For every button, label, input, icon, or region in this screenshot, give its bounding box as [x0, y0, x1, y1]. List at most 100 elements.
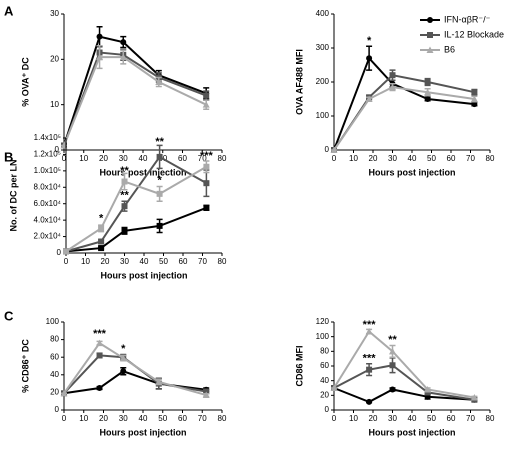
point	[60, 389, 68, 397]
point	[389, 386, 396, 393]
point	[63, 248, 69, 255]
point	[365, 328, 373, 335]
annotation: ***	[363, 353, 377, 365]
y-tick-label: 20	[50, 54, 59, 63]
y-tick-label: 60	[50, 352, 59, 361]
x-tick-label: 30	[119, 154, 128, 163]
x-axis-label: Hours post injection	[368, 167, 455, 177]
x-tick-label: 80	[218, 257, 227, 266]
x-tick-label: 20	[369, 154, 378, 163]
y-tick-label: 10	[50, 100, 59, 109]
point	[96, 53, 104, 61]
point	[203, 92, 210, 99]
x-tick-label: 40	[408, 154, 417, 163]
series-line	[63, 56, 207, 146]
x-tick-label: 50	[158, 414, 167, 423]
point	[96, 385, 103, 391]
y-axis-label: OVA AF488 MFI	[294, 49, 304, 115]
y-tick-label: 0	[55, 145, 60, 154]
y-axis-label: % CD86⁺ DC	[20, 339, 30, 393]
y-axis-label: % OVA⁺ DC	[20, 57, 30, 107]
x-tick-label: 0	[332, 154, 337, 163]
y-tick-label: 1.0x10⁵	[34, 166, 61, 175]
point	[203, 163, 210, 170]
legend-label: IL-12 Blockade	[444, 29, 504, 39]
x-tick-label: 60	[179, 257, 188, 266]
point	[121, 227, 128, 234]
x-tick-label: 70	[198, 154, 207, 163]
x-tick-label: 60	[178, 414, 187, 423]
x-tick-label: 60	[447, 414, 456, 423]
x-tick-label: 20	[101, 257, 110, 266]
y-tick-label: 8.0x10⁴	[34, 182, 62, 191]
point	[121, 203, 128, 210]
x-axis-label: Hours post injection	[368, 427, 455, 437]
y-tick-label: 0	[57, 248, 62, 257]
annotation: ***	[200, 150, 214, 162]
point	[389, 362, 396, 369]
x-tick-label: 40	[140, 257, 149, 266]
legend-marker	[427, 32, 433, 38]
x-tick-label: 30	[388, 414, 397, 423]
x-tick-label: 60	[178, 154, 187, 163]
point	[121, 178, 128, 185]
x-tick-label: 30	[388, 154, 397, 163]
y-tick-label: 30	[50, 9, 59, 18]
x-tick-label: 50	[159, 257, 168, 266]
x-tick-label: 20	[99, 154, 108, 163]
point	[203, 204, 210, 211]
x-tick-label: 10	[79, 154, 88, 163]
annotation: *	[157, 175, 162, 187]
x-axis-label: Hours post injection	[100, 270, 187, 280]
point	[366, 366, 373, 373]
point	[156, 190, 163, 197]
point	[119, 53, 127, 61]
x-tick-label: 0	[62, 414, 67, 423]
point	[96, 33, 103, 40]
y-tick-label: 100	[316, 332, 330, 341]
point	[203, 180, 210, 187]
point	[155, 78, 163, 85]
point	[156, 153, 163, 160]
point	[202, 391, 210, 399]
annotation: *	[367, 35, 372, 47]
y-tick-label: 60	[320, 361, 329, 370]
x-tick-label: 20	[369, 414, 378, 423]
x-tick-label: 70	[198, 414, 207, 423]
point	[156, 222, 163, 229]
y-tick-label: 40	[320, 376, 329, 385]
y-tick-label: 100	[316, 111, 330, 120]
point	[471, 101, 478, 108]
series-line	[333, 56, 475, 151]
y-tick-label: 0	[325, 145, 330, 154]
series-line	[333, 387, 475, 404]
y-tick-label: 100	[46, 317, 60, 326]
point	[424, 88, 432, 96]
y-axis-label: CD86 MFI	[294, 345, 304, 386]
series-line	[333, 74, 475, 151]
y-tick-label: 80	[50, 335, 59, 344]
x-tick-label: 30	[119, 414, 128, 423]
x-tick-label: 0	[64, 257, 69, 266]
x-tick-label: 40	[139, 414, 148, 423]
y-tick-label: 1.2x10⁵	[34, 150, 61, 159]
y-tick-label: 20	[320, 390, 329, 399]
point	[202, 101, 210, 108]
y-tick-label: 200	[316, 77, 330, 86]
y-axis-label: No. of DC per LN	[8, 160, 18, 232]
point	[203, 388, 210, 395]
point	[424, 96, 431, 102]
x-tick-label: 20	[99, 414, 108, 423]
panel-label: A	[4, 3, 14, 18]
panel-label: C	[4, 308, 14, 323]
annotation: **	[120, 189, 129, 201]
x-tick-label: 80	[218, 154, 227, 163]
x-tick-label: 0	[62, 154, 67, 163]
series-line	[333, 330, 475, 399]
point	[366, 398, 373, 405]
x-tick-label: 0	[332, 414, 337, 423]
point	[119, 354, 127, 362]
point	[365, 95, 373, 102]
x-tick-label: 50	[427, 414, 436, 423]
